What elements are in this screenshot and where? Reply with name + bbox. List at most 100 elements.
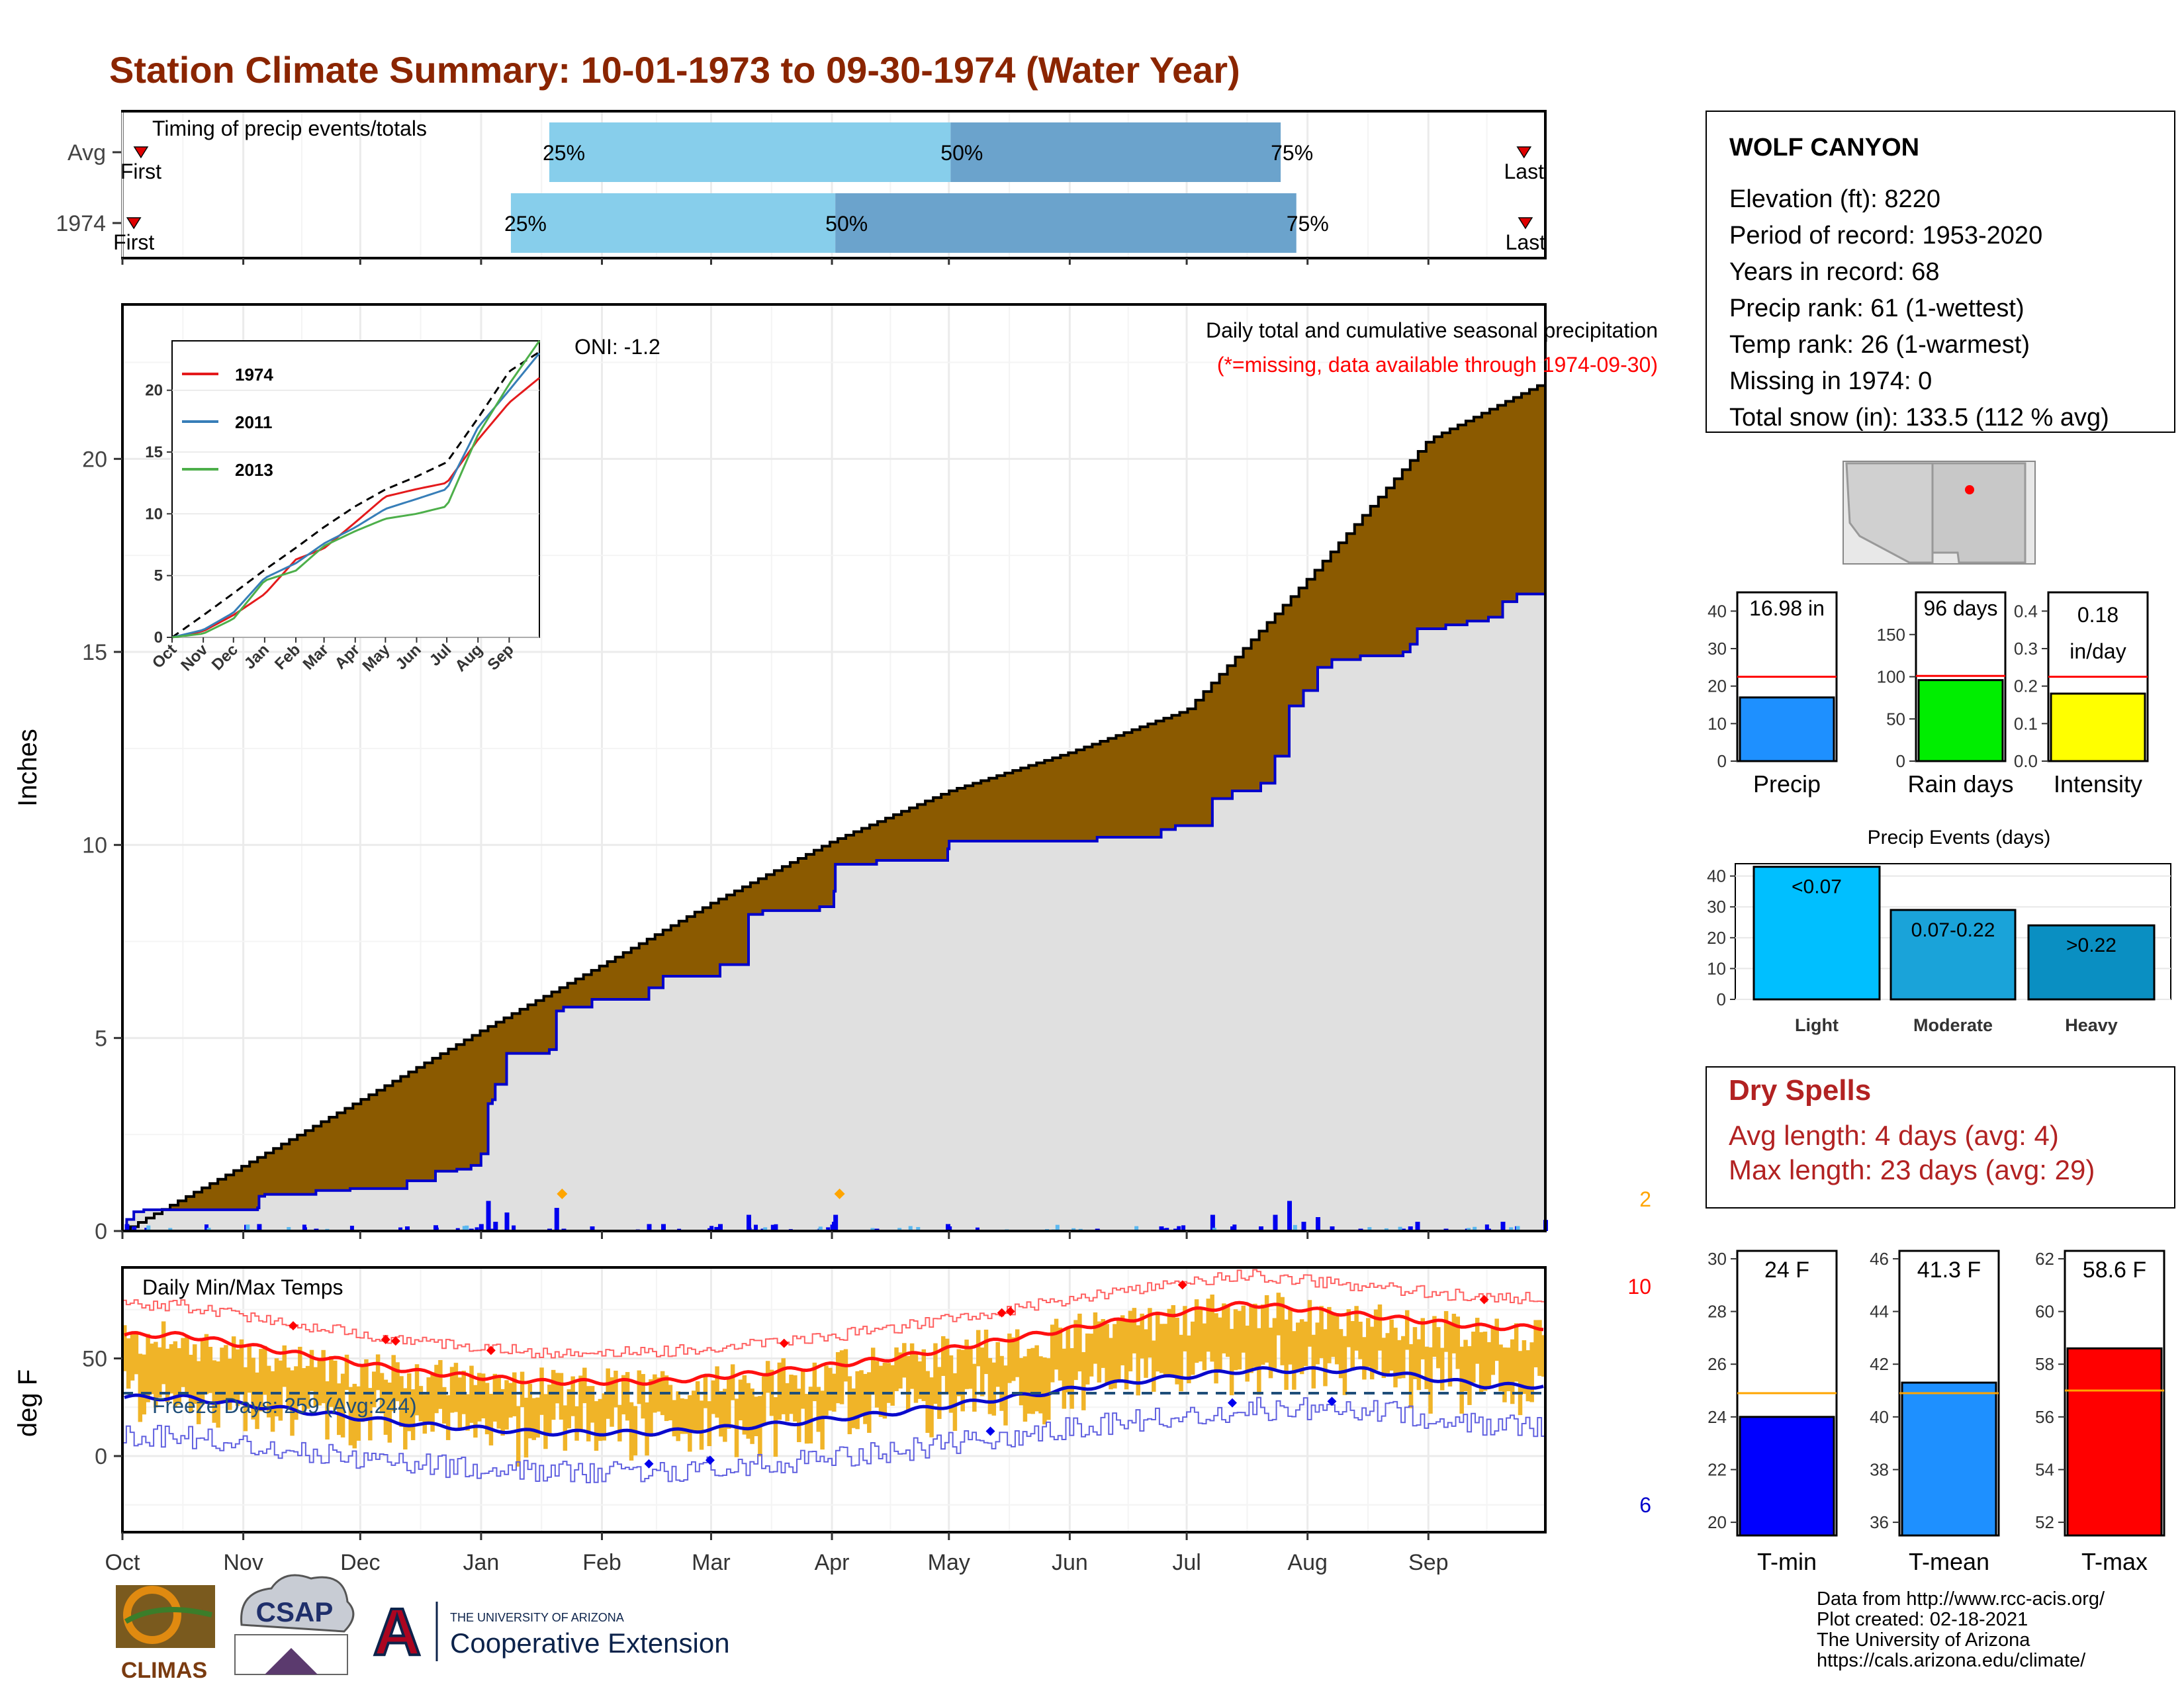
temp-daily-bar	[987, 1357, 993, 1414]
daily-precip-bar	[1212, 1228, 1216, 1231]
temp-daily-bar	[1268, 1327, 1273, 1379]
temp-daily-bar	[313, 1367, 318, 1408]
month-tick-label: Jun	[1052, 1550, 1088, 1575]
temp-daily-bar	[1128, 1310, 1133, 1372]
temp-daily-bar	[235, 1349, 240, 1406]
temp-summary-tick-label: 42	[1870, 1354, 1889, 1374]
temp-daily-bar	[617, 1404, 622, 1441]
temp-summary-tick-label: 26	[1707, 1354, 1727, 1374]
temp-daily-bar	[909, 1343, 915, 1389]
temp-daily-bar	[309, 1349, 314, 1391]
temp-daily-bar	[1003, 1365, 1008, 1426]
dry-spells-title: Dry Spells	[1729, 1074, 1871, 1107]
temp-daily-bar	[282, 1345, 287, 1387]
daily-precip-bar	[205, 1224, 209, 1231]
summary-bar-group: 0 50 100 150 96 days Rain days	[1877, 591, 2014, 798]
timing-row: 25% 50% 75% First Last 1974	[56, 193, 1545, 254]
temp-daily-bar	[477, 1373, 482, 1422]
temp-daily-bar	[1241, 1305, 1246, 1353]
temp-daily-bar	[364, 1359, 369, 1419]
temp-daily-bar	[1023, 1356, 1028, 1422]
summary-bar-tick-label: 0	[1896, 751, 1905, 771]
events-bar-label: Moderate	[1913, 1015, 1993, 1035]
temp-daily-bar	[781, 1358, 786, 1414]
temp-daily-bar	[719, 1391, 723, 1437]
temp-daily-bar	[1510, 1339, 1515, 1404]
temp-daily-bar	[1109, 1338, 1113, 1390]
temp-daily-bar	[414, 1364, 420, 1416]
temp-daily-bar	[1077, 1313, 1082, 1372]
temp-daily-bar	[1136, 1325, 1140, 1396]
temp-daily-bar	[1389, 1319, 1394, 1371]
temp-daily-bar	[122, 1325, 127, 1371]
temp-daily-bar	[1482, 1332, 1488, 1391]
temp-daily-bar	[894, 1347, 899, 1392]
temp-daily-bar	[594, 1401, 599, 1451]
temp-summary-label: T-min	[1757, 1548, 1817, 1575]
summary-bar-tick-label: 30	[1707, 639, 1727, 659]
station-location-marker	[1965, 485, 1974, 494]
daily-precip-bar	[168, 1228, 173, 1231]
temp-y-axis: 0 50	[82, 1347, 122, 1469]
temp-summary-tick-label: 38	[1870, 1459, 1889, 1479]
events-tick-label: 30	[1707, 897, 1726, 917]
record-high-marker	[1479, 1295, 1489, 1304]
temp-daily-bar	[422, 1394, 428, 1434]
timing-rows: 25% 50% 75% First Last Avg 25% 50% 75% First Last 1…	[56, 122, 1545, 265]
events-bar-range: <0.07	[1792, 876, 1842, 898]
temp-daily-bar	[1455, 1316, 1461, 1369]
temp-daily-bar	[492, 1373, 498, 1422]
csap-cloud	[240, 1574, 355, 1633]
temp-daily-bar	[1494, 1318, 1499, 1361]
month-tick-label: Dec	[340, 1550, 380, 1575]
temp-daily-bar	[543, 1394, 548, 1449]
daily-precip-bar	[1181, 1225, 1186, 1231]
temp-daily-bar	[301, 1368, 306, 1414]
climas-logo-ring	[123, 1586, 181, 1644]
temp-daily-bar	[602, 1393, 607, 1441]
daily-precip-bar	[287, 1227, 291, 1231]
temp-daily-bar	[387, 1382, 392, 1443]
daily-precip-bar	[493, 1222, 498, 1231]
precip-y-tick-label: 5	[95, 1026, 107, 1051]
temp-daily-bar	[1385, 1333, 1390, 1375]
events-bar	[1889, 909, 2017, 1001]
temp-daily-bar	[1190, 1321, 1195, 1375]
temp-daily-bar	[231, 1336, 236, 1400]
temp-summary-tick-label: 44	[1870, 1302, 1889, 1322]
temp-daily-bar	[1401, 1336, 1406, 1379]
temp-record-markers	[289, 1280, 1489, 1469]
temp-summary-tick-label: 62	[2035, 1249, 2054, 1269]
temp-daily-bar	[707, 1401, 712, 1447]
temp-daily-bar	[1218, 1317, 1222, 1370]
daily-precip-bar	[554, 1208, 559, 1231]
temp-daily-bar	[1373, 1309, 1379, 1371]
temp-daily-bar	[426, 1377, 431, 1424]
daily-precip-bar	[1500, 1222, 1506, 1231]
temp-daily-bar	[808, 1387, 813, 1443]
temp-daily-bar	[247, 1346, 251, 1393]
daily-precip-bar	[144, 1228, 149, 1231]
daily-precip-bar	[763, 1227, 768, 1231]
temp-daily-bar	[1471, 1332, 1476, 1383]
daily-precip-bar	[132, 1226, 137, 1231]
info-line: Missing in 1974: 0	[1729, 367, 1932, 395]
temp-daily-bar	[921, 1349, 927, 1401]
temp-daily-bar	[1046, 1358, 1051, 1420]
temp-daily-bar	[1124, 1321, 1129, 1390]
summary-bar-fill	[1739, 696, 1835, 762]
timing-bar-25-50	[510, 193, 836, 253]
info-line: Period of record: 1953-2020	[1729, 222, 2042, 250]
temp-daily-bar	[399, 1376, 404, 1427]
temp-daily-bar	[614, 1371, 618, 1408]
temp-daily-bar	[913, 1353, 919, 1403]
daily-precip-bar	[504, 1212, 510, 1231]
daily-precip-bar	[870, 1228, 875, 1231]
first-event-marker	[133, 146, 149, 159]
temp-daily-bar	[1187, 1335, 1191, 1384]
events-bar-label: Heavy	[2065, 1015, 2118, 1035]
ua-logo: A THE UNIVERSITY OF ARIZONA Cooperative …	[372, 1594, 730, 1670]
record-high-marker	[997, 1308, 1007, 1318]
inset-y-tick-label: 15	[145, 443, 163, 461]
temp-daily-bar	[321, 1349, 326, 1404]
